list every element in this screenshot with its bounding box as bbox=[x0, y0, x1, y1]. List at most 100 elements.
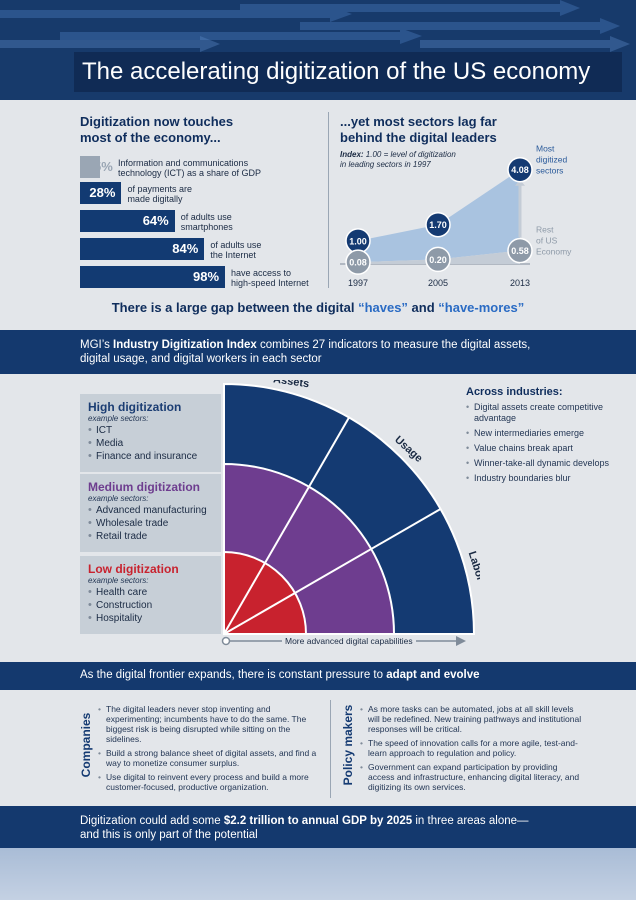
across-industries: Across industries: Digital assets create… bbox=[466, 386, 626, 488]
sector-item: Retail trade bbox=[88, 530, 213, 543]
leaders-area bbox=[358, 169, 520, 263]
gap-haves: “haves” bbox=[358, 300, 408, 315]
level-sectors: Advanced manufacturingWholesale tradeRet… bbox=[88, 504, 213, 543]
level-heading: High digitization bbox=[88, 400, 182, 414]
chart-index-note: Index: 1.00 = level of digitization in l… bbox=[340, 150, 520, 170]
stat-row: 84% of adults use the Internet bbox=[80, 238, 320, 260]
policy-label: Policy makers bbox=[341, 704, 355, 786]
stat-bar: 28% bbox=[80, 182, 122, 204]
stat-desc-line2: high-speed Internet bbox=[231, 278, 309, 288]
data-point bbox=[507, 237, 533, 264]
data-label: 1.70 bbox=[429, 220, 447, 230]
stat-bar: 64% bbox=[80, 210, 175, 232]
stat-row: 28% of payments are made digitally bbox=[80, 182, 320, 204]
series-name: Most bbox=[536, 144, 555, 154]
series-name: digitized bbox=[536, 155, 567, 165]
section-divider bbox=[330, 700, 331, 798]
stat-desc: have access to high-speed Internet bbox=[231, 268, 320, 288]
list-item: Government can expand participation by p… bbox=[360, 762, 586, 792]
gap-mid: and bbox=[407, 300, 439, 315]
axis-label-assets: Assets bbox=[272, 380, 309, 390]
page-title: The accelerating digitization of the US … bbox=[74, 52, 622, 92]
quadrant-divider bbox=[223, 416, 350, 635]
frontier-bold: adapt and evolve bbox=[386, 669, 480, 681]
quadrant-divider bbox=[223, 508, 442, 635]
gdp-band: Digitization could add some $2.2 trillio… bbox=[0, 806, 636, 848]
left-heading-line1: Digitization now touches bbox=[80, 114, 234, 129]
gap-pre: There is a large gap between the digital bbox=[111, 300, 359, 315]
list-item: Value chains break apart bbox=[466, 443, 626, 454]
left-heading: Digitization now touches most of the eco… bbox=[80, 114, 320, 146]
list-item: The speed of innovation calls for a more… bbox=[360, 738, 586, 758]
chart-title-text: ...yet most sectors lag far behind the d… bbox=[340, 114, 497, 145]
list-item: As more tasks can be automated, jobs at … bbox=[360, 704, 586, 734]
companies-list: The digital leaders never stop inventing… bbox=[98, 704, 324, 796]
stat-desc-line2: technology (ICT) as a share of GDP bbox=[118, 168, 262, 178]
stat-desc-line2: smartphones bbox=[180, 222, 233, 232]
capability-arrow-label: More advanced digital capabilities bbox=[282, 636, 416, 646]
stat-desc: of adults use smartphones bbox=[181, 212, 320, 232]
stat-desc-line1: of adults use bbox=[210, 240, 262, 250]
digitization-chart: 1.00 1.70 4.08 0.08 0.20 0.58 1997 2005 2013 Most… bbox=[340, 144, 572, 288]
stat-desc: of payments are made digitally bbox=[127, 184, 320, 204]
list-item: Industry boundaries blur bbox=[466, 473, 626, 484]
level-sectors: ICTMediaFinance and insurance bbox=[88, 424, 213, 463]
across-list: Digital assets create competitive advant… bbox=[466, 402, 626, 484]
policy-label-box: Policy makers bbox=[338, 700, 358, 796]
footer-gradient bbox=[0, 848, 636, 900]
data-label: 0.08 bbox=[349, 258, 367, 268]
series-name: Rest bbox=[536, 225, 554, 235]
stat-desc-line2: made digitally bbox=[127, 194, 183, 204]
stat-row: 64% of adults use smartphones bbox=[80, 210, 320, 232]
mgi-pre: MGI’s bbox=[80, 339, 114, 351]
level-heading: Low digitization bbox=[88, 562, 179, 576]
data-point bbox=[345, 249, 371, 275]
stat-desc-line1: of payments are bbox=[127, 184, 192, 194]
policy-list: As more tasks can be automated, jobs at … bbox=[360, 704, 586, 796]
stat-desc: of adults use the Internet bbox=[210, 240, 320, 260]
data-point bbox=[425, 211, 451, 238]
stat-bar: 5% bbox=[80, 156, 113, 178]
series-name: sectors bbox=[536, 166, 563, 176]
stat-bar: 84% bbox=[80, 238, 205, 260]
mgi-rest: combines 27 indicators to measure the di… bbox=[256, 339, 531, 351]
stat-row: 98% have access to high-speed Internet bbox=[80, 266, 320, 288]
across-heading: Across industries: bbox=[466, 386, 563, 398]
vertical-divider bbox=[328, 112, 329, 288]
sector-item: Construction bbox=[88, 599, 213, 612]
series-name: of US bbox=[536, 236, 558, 246]
list-item: Use digital to reinvent every process an… bbox=[98, 772, 324, 792]
gdp-pre: Digitization could add some bbox=[80, 815, 224, 827]
header-arrows-graphic bbox=[0, 0, 630, 52]
level-example: example sectors: bbox=[88, 494, 149, 503]
stat-row: 5% Information and communications technolo… bbox=[80, 156, 320, 178]
data-point bbox=[425, 246, 451, 273]
list-item: New intermediaries emerge bbox=[466, 428, 626, 439]
index-note-line2: in leading sectors in 1997 bbox=[340, 160, 431, 169]
rest-area bbox=[358, 250, 520, 264]
gdp-rest: in three areas alone— bbox=[412, 815, 529, 827]
stat-desc-line1: of adults use bbox=[180, 212, 232, 222]
mgi-index-band: MGI’s Industry Digitization Index combin… bbox=[0, 330, 636, 374]
header-band: The accelerating digitization of the US … bbox=[0, 0, 636, 100]
sector-item: ICT bbox=[88, 424, 213, 437]
level-heading: Medium digitization bbox=[88, 480, 200, 494]
list-item: The digital leaders never stop inventing… bbox=[98, 704, 324, 744]
stat-desc-line1: have access to bbox=[231, 268, 292, 278]
x-tick-label: 1997 bbox=[348, 278, 368, 288]
mgi-line2: digital usage, and digital workers in ea… bbox=[80, 353, 322, 365]
gdp-bold: $2.2 trillion to annual GDP by 2025 bbox=[223, 815, 413, 827]
sector-item: Media bbox=[88, 437, 213, 450]
level-sectors: Health careConstructionHospitality bbox=[88, 586, 213, 625]
data-point bbox=[507, 156, 533, 183]
x-tick-label: 2005 bbox=[428, 278, 448, 288]
index-note-line1: 1.00 = level of digitization bbox=[365, 150, 456, 159]
companies-label: Companies bbox=[79, 712, 93, 778]
sector-item: Advanced manufacturing bbox=[88, 504, 213, 517]
list-item: Digital assets create competitive advant… bbox=[466, 402, 626, 424]
stat-desc-line2: the Internet bbox=[210, 250, 256, 260]
data-label: 4.08 bbox=[511, 165, 529, 175]
mgi-bold: Industry Digitization Index bbox=[113, 339, 257, 351]
